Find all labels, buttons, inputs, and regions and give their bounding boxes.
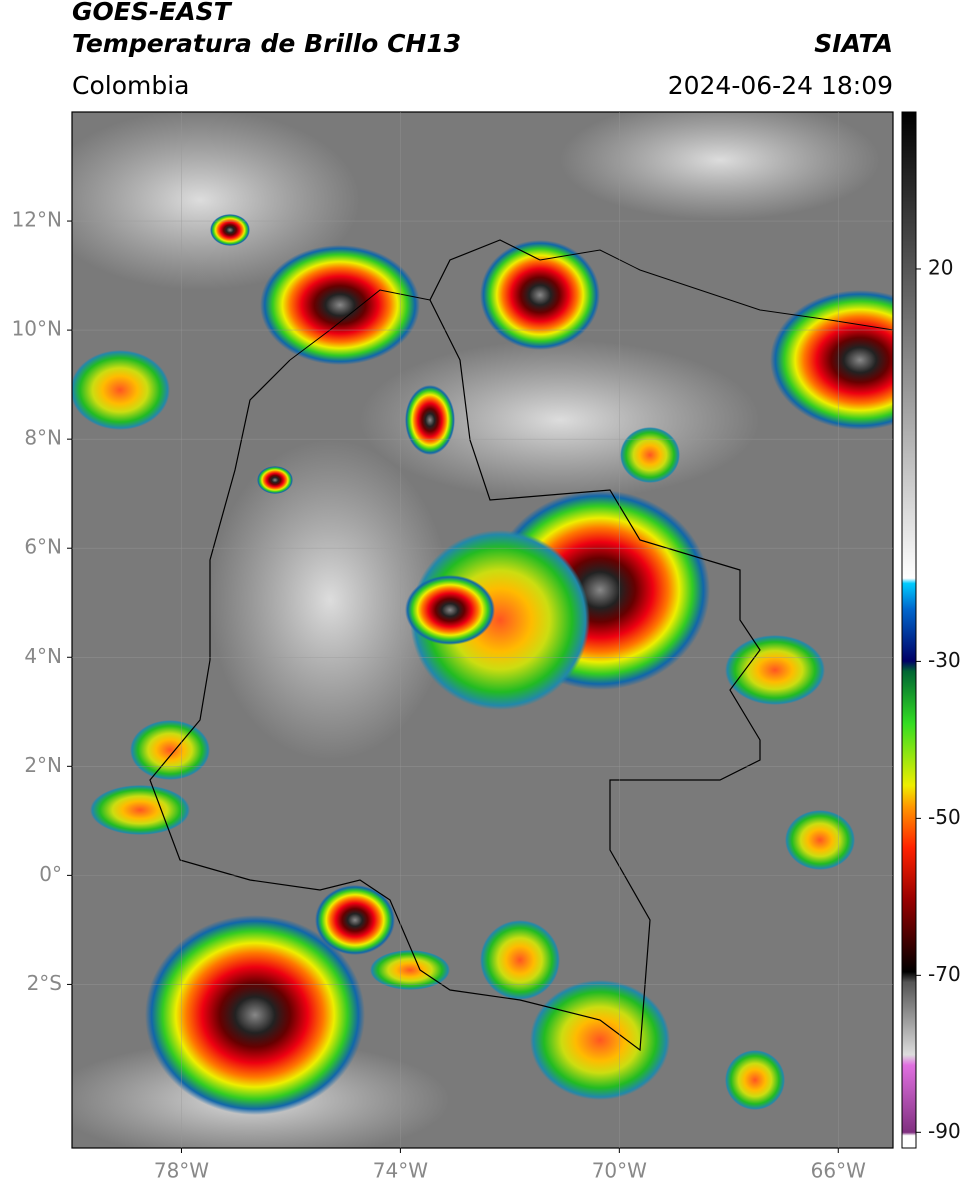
y-tick-label: 12°N (12, 208, 62, 232)
x-tick-label: 66°W (811, 1159, 866, 1183)
source: SIATA (814, 29, 893, 58)
x-tick-label: 70°W (592, 1159, 647, 1183)
x-tick-label: 78°W (154, 1159, 209, 1183)
colorbar-label: -70 (928, 962, 961, 986)
colorbar-label: -90 (928, 1119, 961, 1143)
region: Colombia (72, 71, 189, 100)
y-tick-label: 10°N (12, 317, 62, 341)
y-tick-label: 8°N (24, 426, 62, 450)
y-tick-label: 4°N (24, 644, 62, 668)
subtitle: Temperatura de Brillo CH13 (72, 29, 461, 58)
satellite-image (72, 112, 893, 1148)
datetime: 2024-06-24 18:09 (668, 71, 893, 100)
y-tick-label: 6°N (24, 535, 62, 559)
y-tick-label: 0° (39, 862, 62, 886)
y-tick-label: 2°S (27, 971, 62, 995)
map-frame (71, 111, 894, 1149)
x-tick-label: 74°W (373, 1159, 428, 1183)
colorbar-label: -30 (928, 648, 961, 672)
colorbar-label: -50 (928, 805, 961, 829)
colorbar-label: 20 (928, 255, 953, 279)
y-tick-label: 2°N (24, 753, 62, 777)
title: GOES-EAST (72, 0, 233, 26)
colorbar (901, 111, 917, 1149)
